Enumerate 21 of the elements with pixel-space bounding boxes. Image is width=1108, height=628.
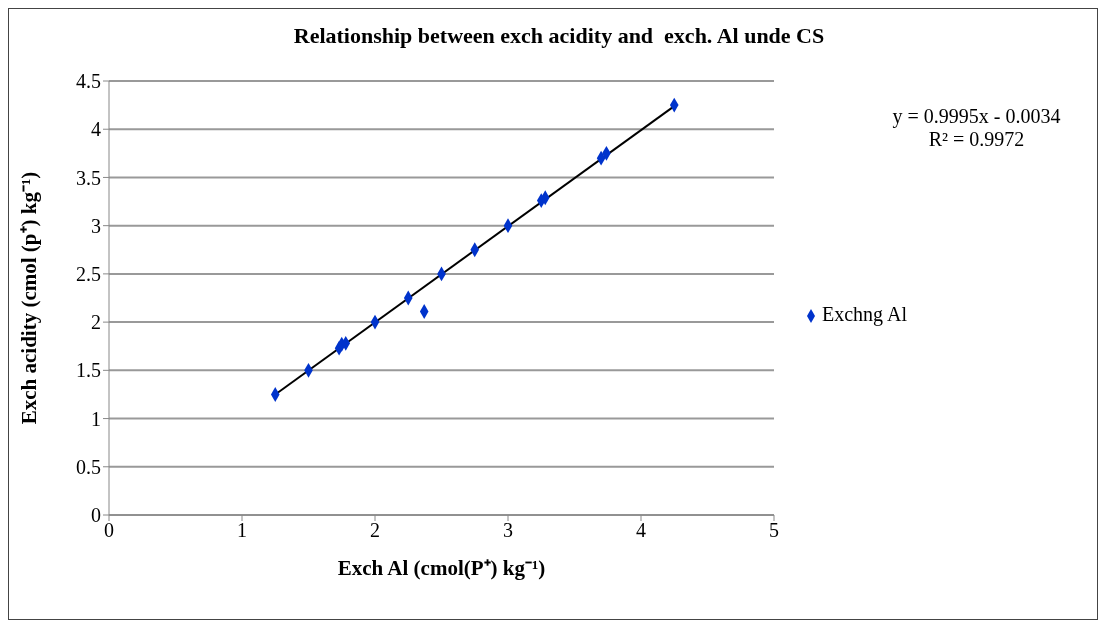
x-tick-label: 5 [769,519,779,542]
y-tick-label: 3 [91,214,101,237]
y-tick-label: 3.5 [76,166,101,189]
y-tick-label: 1 [91,407,101,430]
y-tick-label: 1.5 [76,359,101,382]
y-tick-label: 2.5 [76,262,101,285]
x-axis-title: Exch Al (cmol(P⁺) kg⁻¹) [337,556,546,580]
x-tick-label: 2 [370,519,380,542]
chart-title: Relationship between exch acidity and exch. Al unde CS [292,23,826,49]
x-tick-label: 4 [636,519,646,542]
x-tick-label: 1 [237,519,247,542]
y-tick-label: 0 [91,504,101,527]
legend-label: Exchng Al [822,302,907,325]
y-tick-label: 4.5 [76,70,101,93]
text: R² = 0.9972 [927,128,1026,151]
y-tick-label: 0.5 [76,455,101,478]
y-tick-label: 2 [91,311,101,334]
text: y = 0.9995x - 0.0034 [891,105,1062,128]
y-axis-title: Exch acidity (cmol (p⁺) kg⁻¹) [17,171,42,425]
x-tick-label: 3 [503,519,513,542]
y-tick-label: 4 [91,118,101,141]
